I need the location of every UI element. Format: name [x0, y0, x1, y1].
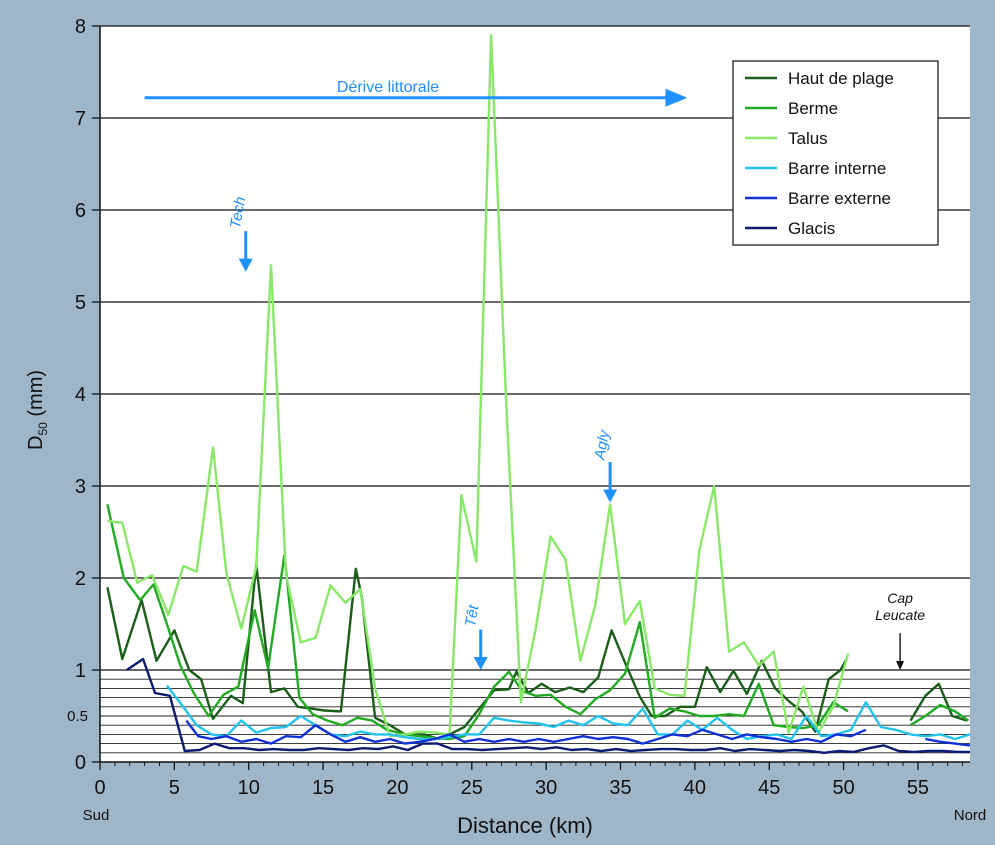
series-talus	[107, 34, 850, 738]
series-barre-externe	[185, 719, 971, 747]
x-end-label-left: Sud	[83, 807, 110, 824]
annotation-label: Têt	[462, 603, 483, 628]
y-tick-label: 7	[75, 108, 86, 130]
y-axis-label-subscript: 50	[36, 422, 50, 436]
y-tick-label: 2	[75, 568, 86, 590]
legend-entry: Talus	[788, 129, 828, 148]
annotation-arrow-head	[238, 258, 253, 272]
annotation-label: Leucate	[875, 607, 925, 623]
series-line	[185, 719, 867, 745]
legend-entry: Haut de plage	[788, 69, 894, 88]
annotation-agly: Agly	[591, 428, 618, 503]
legend-entry: Barre interne	[788, 159, 886, 178]
y-axis-label: D50 (mm)	[25, 370, 50, 450]
y-tick-label: 0	[75, 752, 86, 774]
annotation-arrow-head	[665, 88, 688, 107]
annotation-tet: Têt	[462, 603, 488, 670]
x-tick-label: 25	[461, 777, 483, 799]
y-tick-label: 6	[75, 200, 86, 222]
series-line	[126, 657, 970, 754]
y-axis-label-main: D	[25, 436, 47, 450]
series-line	[107, 34, 850, 738]
x-tick-label: 5	[169, 777, 180, 799]
y-tick-label: 8	[75, 16, 86, 38]
y-axis-label-unit: (mm)	[25, 370, 47, 422]
annotation-arrow-head	[473, 657, 488, 670]
series-line	[909, 703, 970, 727]
legend-entry: Barre externe	[788, 189, 891, 208]
series-berme	[106, 504, 970, 741]
x-tick-label: 20	[386, 777, 408, 799]
legend-entry: Glacis	[788, 219, 835, 238]
annotation-label: Tech	[227, 195, 249, 229]
x-tick-label: 30	[535, 777, 557, 799]
series-haut-de-plage	[106, 563, 968, 741]
series-line	[925, 737, 971, 747]
x-tick-label: 55	[907, 777, 929, 799]
annotation-arrow-head	[896, 661, 905, 670]
annotation-label: Dérive littorale	[337, 79, 439, 96]
y-tick-label-minor: 0.5	[67, 708, 88, 725]
x-tick-label: 10	[238, 777, 260, 799]
annotation-derive: Dérive littorale	[144, 79, 688, 107]
annotation-tech: Tech	[227, 195, 253, 272]
x-tick-label: 35	[609, 777, 631, 799]
annotation-arrow-head	[603, 489, 618, 503]
y-tick-label: 5	[75, 292, 86, 314]
x-end-label-right: Nord	[954, 807, 987, 824]
legend-entry: Berme	[788, 99, 838, 118]
legend-box	[732, 60, 939, 246]
annotation-label: Agly	[591, 428, 613, 462]
series-line	[106, 563, 848, 741]
x-tick-label: 0	[94, 777, 105, 799]
x-tick-label: 40	[684, 777, 706, 799]
y-tick-label: 4	[75, 384, 86, 406]
x-axis-label: Distance (km)	[457, 813, 593, 838]
x-tick-label: 45	[758, 777, 780, 799]
series-glacis	[126, 657, 970, 754]
y-tick-label: 1	[75, 660, 86, 682]
annotation-label: Cap	[887, 590, 913, 606]
series-line	[106, 504, 849, 741]
y-tick-label: 3	[75, 476, 86, 498]
x-tick-label: 50	[832, 777, 854, 799]
series-line	[909, 682, 968, 722]
x-tick-label: 15	[312, 777, 334, 799]
